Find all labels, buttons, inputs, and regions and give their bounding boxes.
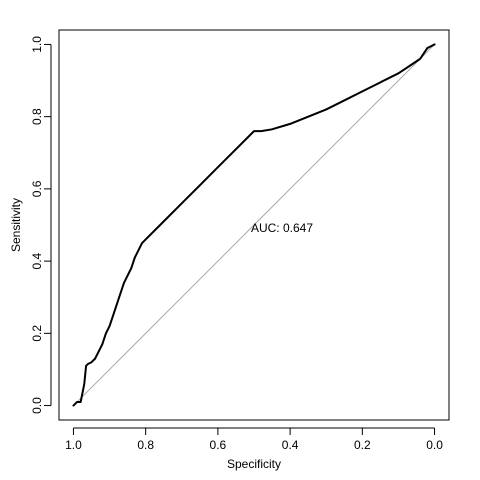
roc-curve-line-0: [72, 43, 436, 407]
x-tick-label: 0.6: [210, 438, 227, 452]
x-tick-label: 1.0: [65, 438, 82, 452]
y-tick-label: 0.8: [30, 108, 44, 125]
plot-frame: [58, 29, 450, 421]
x-axis-label: Specificity: [227, 457, 281, 471]
x-tick-label: 0.4: [282, 438, 299, 452]
x-tick-label: 0.2: [354, 438, 371, 452]
y-tick-label: 0.0: [30, 397, 44, 414]
x-tick-label: 0.0: [426, 438, 443, 452]
series-layer: [72, 43, 436, 407]
y-tick-label: 0.2: [30, 325, 44, 342]
y-axis: 0.0 0.2 0.4 0.6 0.8 1.0: [30, 36, 52, 414]
y-tick-label: 1.0: [30, 36, 44, 53]
y-axis-label: Sensitivity: [9, 198, 23, 252]
y-tick-label: 0.6: [30, 180, 44, 197]
reference-diagonal-line: [73, 44, 435, 406]
x-axis: 1.0 0.8 0.6 0.4 0.2 0.0: [65, 427, 443, 452]
y-tick-label: 0.4: [30, 252, 44, 269]
reference-line-layer: [73, 44, 435, 406]
x-tick-label: 0.8: [137, 438, 154, 452]
auc-annotation: AUC: 0.647: [251, 221, 313, 235]
